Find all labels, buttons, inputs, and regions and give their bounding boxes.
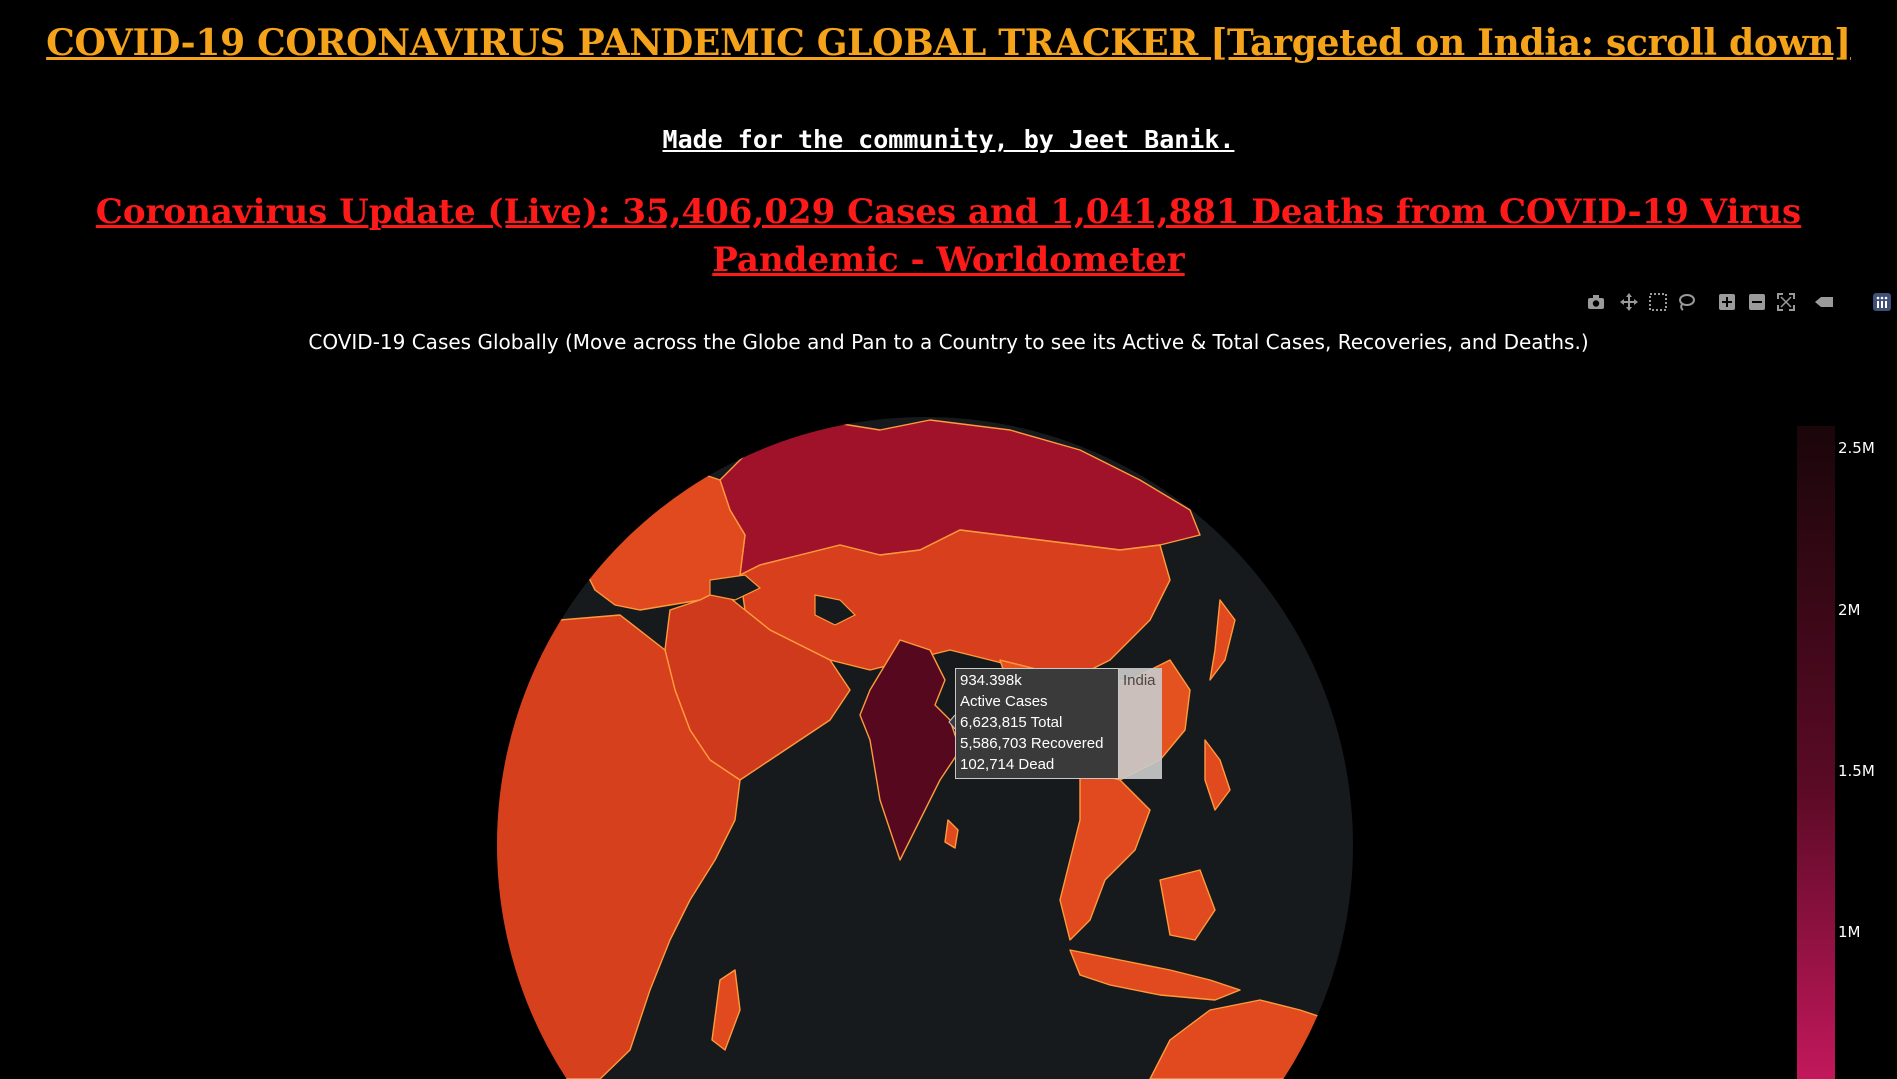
plot-title: COVID-19 Cases Globally (Move across the… bbox=[308, 330, 1589, 354]
tooltip-active-value: 934.398k bbox=[960, 672, 1022, 689]
caspian-sea bbox=[814, 594, 857, 626]
madagascar-region bbox=[711, 969, 741, 1051]
tooltip-total: 6,623,815 Total bbox=[960, 714, 1063, 731]
worldometer-link[interactable]: Coronavirus Update (Live): 35,406,029 Ca… bbox=[95, 192, 1802, 280]
southeast-asia-region bbox=[1059, 769, 1151, 941]
black-sea bbox=[709, 574, 762, 601]
india-region[interactable] bbox=[859, 639, 961, 861]
colorbar-tick: 1.5M bbox=[1838, 762, 1875, 780]
tooltip-pointer bbox=[948, 714, 956, 730]
lasso-icon[interactable] bbox=[1675, 292, 1697, 314]
sri-lanka-region bbox=[944, 819, 959, 849]
pan-icon[interactable] bbox=[1618, 292, 1640, 314]
zoom-in-icon[interactable] bbox=[1716, 292, 1738, 314]
tooltip-active-label: Active Cases bbox=[960, 693, 1048, 710]
tooltip-country-label: India bbox=[1123, 672, 1156, 689]
colorbar-tick: 2M bbox=[1838, 601, 1861, 619]
japan-region bbox=[1209, 599, 1236, 681]
tooltip-body: 934.398k Active Cases 6,623,815 Total 5,… bbox=[955, 668, 1119, 779]
author-byline: Made for the community, by Jeet Banik. bbox=[662, 125, 1235, 154]
colorbar-tick: 1M bbox=[1838, 923, 1861, 941]
globe-map[interactable] bbox=[0, 360, 1897, 1079]
tooltip-dead: 102,714 Dead bbox=[960, 756, 1055, 773]
hover-tooltip: 934.398k Active Cases 6,623,815 Total 5,… bbox=[955, 668, 1162, 779]
tooltip-country: India bbox=[1119, 668, 1162, 779]
indonesia-region bbox=[1069, 949, 1241, 1001]
colorbar bbox=[1797, 426, 1835, 1079]
zoom-out-icon[interactable] bbox=[1746, 292, 1768, 314]
colorbar-tick: 2.5M bbox=[1838, 439, 1875, 457]
borneo-region bbox=[1159, 869, 1216, 941]
page-title: COVID-19 CORONAVIRUS PANDEMIC GLOBAL TRA… bbox=[46, 22, 1851, 64]
camera-icon[interactable] bbox=[1585, 292, 1607, 314]
tooltip-recovered: 5,586,703 Recovered bbox=[960, 735, 1104, 752]
philippines-region bbox=[1204, 739, 1231, 811]
reset-icon[interactable] bbox=[1775, 292, 1797, 314]
toggle-hover-icon[interactable] bbox=[1813, 292, 1835, 314]
africa-region bbox=[497, 614, 741, 1079]
central-asia-region bbox=[739, 529, 1171, 681]
box-select-icon[interactable] bbox=[1647, 292, 1669, 314]
plotly-logo-icon[interactable] bbox=[1871, 292, 1893, 314]
